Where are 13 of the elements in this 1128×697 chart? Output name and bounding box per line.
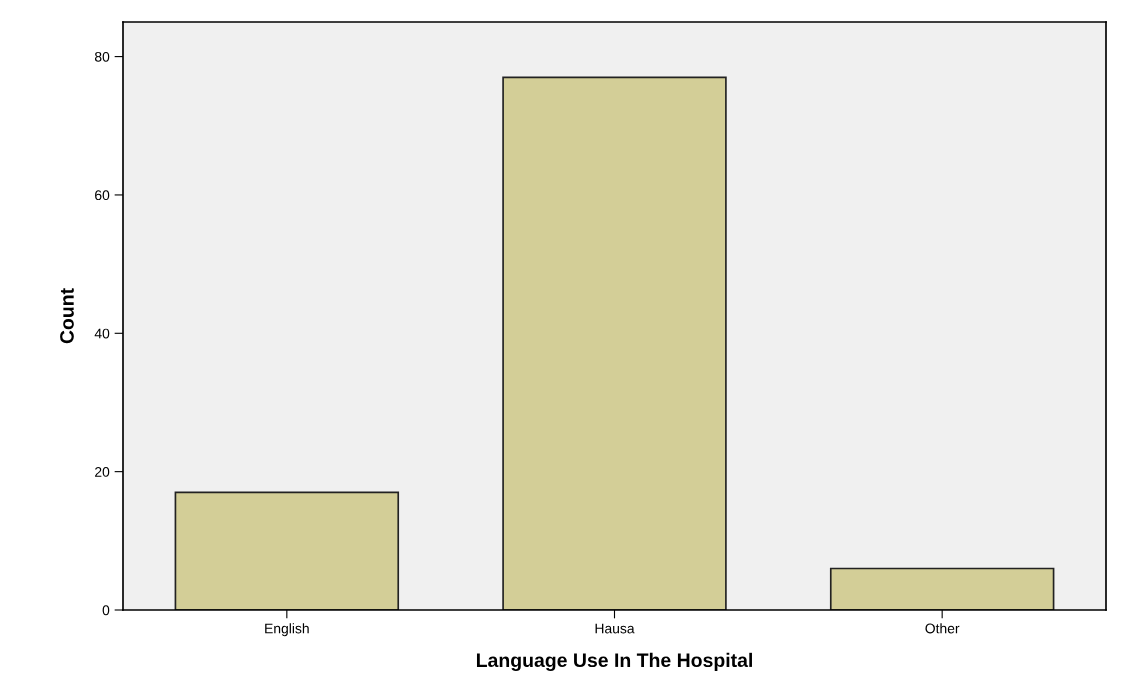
x-axis-title: Language Use In The Hospital: [476, 652, 752, 672]
x-tick-label: Hausa: [595, 623, 635, 634]
y-tick-label: 20: [95, 466, 110, 477]
x-tick-label: English: [265, 623, 309, 637]
bar: [829, 567, 1055, 610]
y-axis-title: Count: [60, 288, 74, 344]
bar: [502, 76, 727, 610]
y-tick-label: 60: [95, 190, 110, 201]
y-tick-label: 40: [94, 328, 110, 339]
bar: [174, 491, 400, 610]
y-tick-label: 0: [102, 605, 110, 616]
y-tick-label: 80: [94, 51, 110, 62]
x-tick-label: Other: [925, 623, 960, 634]
